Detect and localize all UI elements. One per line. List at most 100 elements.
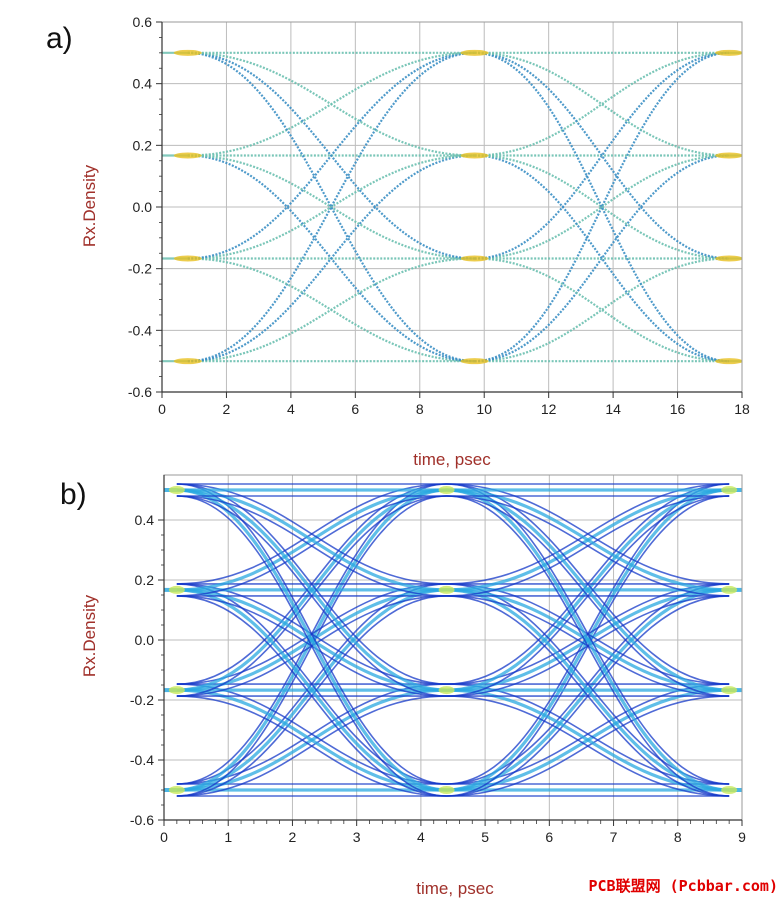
x-tick-label: 4 — [287, 401, 295, 417]
eye-hotspot — [460, 49, 489, 56]
eye-trace — [187, 51, 475, 363]
x-tick-label: 14 — [605, 401, 621, 417]
x-tick-label: 6 — [351, 401, 359, 417]
eye-hotspot — [715, 49, 742, 56]
watermark: PCB联盟网 (Pcbbar.com) — [588, 877, 779, 895]
eye-trace — [176, 495, 447, 697]
eye-trace — [176, 495, 447, 597]
chart-b-ylabel: Rx.Density — [80, 594, 99, 677]
eye-hotspot — [715, 358, 742, 365]
x-tick-label: 9 — [738, 829, 746, 845]
eye-trace — [474, 51, 730, 260]
eye-trace — [446, 688, 730, 792]
eye-hotspot — [715, 152, 742, 159]
y-tick-label: 0.2 — [135, 572, 155, 588]
chart-a-xlabel: time, psec — [413, 450, 491, 469]
y-tick-label: -0.6 — [130, 812, 154, 828]
eye-hotspot — [173, 152, 202, 159]
eye-trace — [446, 488, 730, 692]
eye-trace — [176, 595, 447, 797]
panel-b-label: b) — [60, 478, 87, 511]
y-tick-label: -0.2 — [130, 692, 154, 708]
x-tick-label: 6 — [545, 829, 553, 845]
eye-trace — [176, 588, 447, 792]
panel-a-label: a) — [46, 22, 73, 55]
eye-trace — [474, 154, 730, 260]
eye-trace — [474, 154, 730, 363]
chart-a-ylabel: Rx.Density — [80, 164, 99, 247]
eye-trace — [446, 595, 730, 797]
eye-hotspot — [438, 585, 455, 594]
y-tick-label: 0.4 — [133, 76, 153, 92]
y-tick-label: 0.6 — [133, 14, 153, 30]
y-tick-label: -0.4 — [128, 322, 152, 338]
chart-b-xlabel: time, psec — [416, 879, 494, 898]
x-tick-label: 0 — [160, 829, 168, 845]
eye-trace — [446, 495, 730, 797]
eye-hotspot — [438, 486, 455, 494]
eye-trace — [474, 257, 730, 363]
eye-trace — [446, 495, 730, 697]
eye-trace — [176, 495, 447, 797]
x-tick-label: 5 — [481, 829, 489, 845]
eye-trace — [176, 688, 447, 792]
eye-hotspot — [460, 358, 489, 365]
x-tick-label: 0 — [158, 401, 166, 417]
eye-hotspot — [168, 486, 185, 494]
eye-hotspot — [715, 255, 742, 262]
y-tick-label: -0.2 — [128, 261, 152, 277]
x-tick-label: 2 — [289, 829, 297, 845]
eye-trace — [176, 695, 447, 797]
x-tick-label: 8 — [674, 829, 682, 845]
eye-hotspot — [721, 786, 738, 794]
eye-trace — [187, 154, 475, 363]
eye-trace — [474, 257, 730, 363]
eye-trace — [187, 51, 475, 260]
chart-b: 0 1 2 3 4 5 6 7 8 9 -0.6 -0.4 -0.2 0.0 0.2 0.4 time, ps… — [80, 474, 746, 898]
x-tick-label: 2 — [223, 401, 231, 417]
eye-trace — [187, 154, 475, 260]
x-tick-label: 18 — [734, 401, 750, 417]
y-tick-label: -0.4 — [130, 752, 154, 768]
x-tick-label: 10 — [476, 401, 492, 417]
x-tick-label: 1 — [224, 829, 232, 845]
eye-hotspot — [173, 49, 202, 56]
y-tick-label: 0.0 — [133, 199, 153, 215]
eye-hotspot — [721, 686, 738, 695]
eye-trace — [446, 695, 730, 797]
chart-b-axes: 0 1 2 3 4 5 6 7 8 9 -0.6 -0.4 -0.2 0.0 0.2 0.4 — [130, 474, 746, 845]
eye-trace — [187, 257, 475, 363]
x-tick-label: 4 — [417, 829, 425, 845]
eye-hotspot — [173, 358, 202, 365]
eye-trace — [446, 683, 730, 785]
eye-trace — [446, 488, 730, 592]
eye-trace — [474, 51, 730, 157]
x-tick-label: 12 — [541, 401, 557, 417]
eye-trace — [446, 495, 730, 597]
eye-trace — [474, 51, 730, 157]
y-tick-label: 0.0 — [135, 632, 155, 648]
y-tick-label: 0.2 — [133, 137, 153, 153]
eye-trace — [474, 154, 730, 363]
eye-trace — [474, 51, 730, 363]
eye-trace — [187, 51, 475, 157]
chart-a-traces — [162, 49, 742, 365]
x-tick-label: 8 — [416, 401, 424, 417]
eye-trace — [474, 51, 730, 363]
eye-hotspot — [721, 486, 738, 494]
chart-a-grid — [161, 21, 743, 393]
chart-b-traces — [164, 483, 742, 797]
chart-a-axes: 0 2 4 6 8 10 12 14 16 18 -0.6 -0.4 -0.2 0.0 0.2 0.4 0.6 — [128, 14, 750, 417]
eye-hotspot — [173, 255, 202, 262]
eye-hotspot — [168, 786, 185, 794]
eye-trace — [474, 154, 730, 260]
eye-trace — [474, 51, 730, 260]
eye-trace — [187, 51, 475, 363]
y-tick-label: 0.4 — [135, 512, 155, 528]
eye-trace — [176, 488, 447, 692]
eye-hotspot — [438, 786, 455, 794]
chart-a: 0 2 4 6 8 10 12 14 16 18-0.6-0.4-0.20.00.20.40.6 … — [80, 14, 750, 469]
eye-hotspot — [168, 686, 185, 695]
eye-hotspot — [460, 255, 489, 262]
